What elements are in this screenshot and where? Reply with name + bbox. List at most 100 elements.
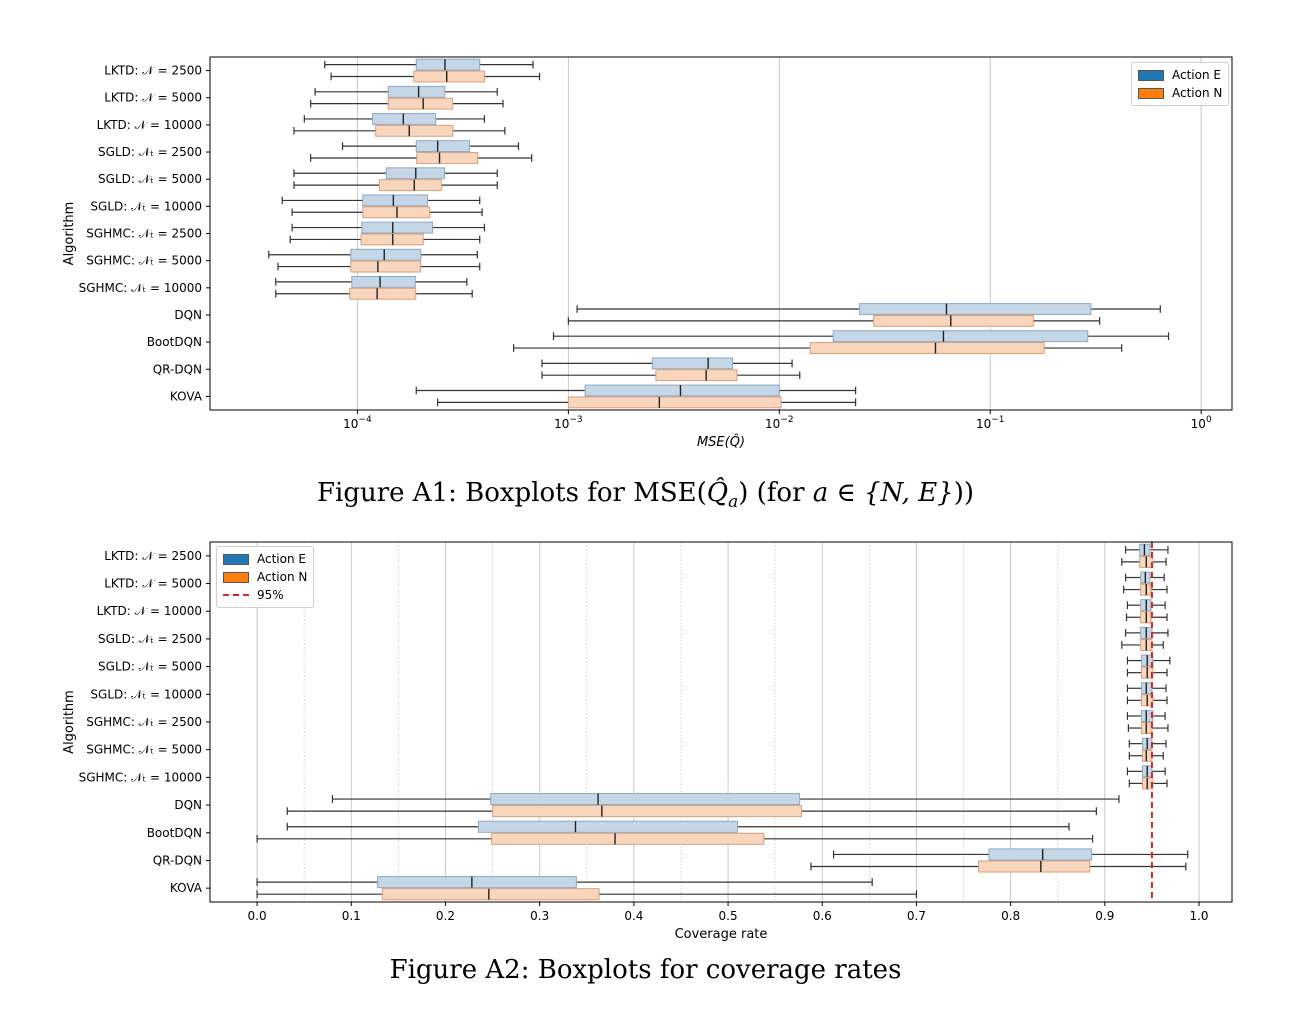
box-action-n	[567, 396, 782, 409]
x-axis-label: Coverage rate	[675, 927, 768, 942]
box-action-n	[416, 152, 479, 164]
box-action-e	[350, 248, 422, 261]
caption-a1-set: a ∈ {N, E}	[812, 478, 954, 508]
box-action-n	[387, 97, 454, 110]
box-action-e	[372, 113, 437, 125]
caption-a1-end: ))	[953, 478, 975, 508]
box-action-n	[873, 314, 1034, 327]
x-tick-label: 0.4	[624, 909, 643, 923]
y-tick-label: SGHMC: 𝒩ₜ = 5000	[86, 254, 202, 268]
caption-a1-math: Q̂	[706, 478, 729, 508]
caption-a1-sub: a	[728, 492, 739, 513]
x-tick-label: 100	[1191, 415, 1212, 431]
x-tick-label: 0.7	[907, 909, 926, 923]
plot-frame	[209, 541, 1233, 903]
box-action-e	[584, 384, 780, 397]
x-tick-label: 10−3	[554, 415, 583, 431]
figure-a1-caption: Figure A1: Boxplots for MSE(Q̂a) (for a …	[0, 478, 1291, 512]
x-tick-label: 0.0	[248, 909, 267, 923]
caption-a1-suffix: ) (for	[738, 478, 813, 508]
box-action-n	[362, 206, 431, 219]
legend2-item-action-n: Action N	[223, 568, 307, 586]
box-action-n	[350, 260, 421, 273]
y-tick-label: QR-DQN	[153, 362, 202, 376]
legend2-swatch-95	[223, 594, 249, 596]
y-tick-label: LKTD: 𝒩 = 5000	[104, 577, 202, 591]
y-tick-label: LKTD: 𝒩 = 2500	[104, 64, 202, 78]
box-action-e	[362, 194, 429, 207]
x-tick-base: 10	[976, 417, 991, 431]
box-action-n	[492, 805, 803, 818]
y-tick-label: SGHMC: 𝒩ₜ = 2500	[86, 715, 202, 729]
y-tick-label: LKTD: 𝒩 = 2500	[104, 549, 202, 563]
y-tick-label: SGHMC: 𝒩ₜ = 5000	[86, 743, 202, 757]
legend-swatch-action-n	[1138, 87, 1164, 99]
box-action-e	[651, 357, 734, 370]
y-tick-label: SGLD: 𝒩ₜ = 10000	[90, 687, 202, 701]
y-tick-label: SGLD: 𝒩ₜ = 10000	[90, 199, 202, 213]
legend-label-action-e: Action E	[1172, 68, 1221, 82]
y-axis-label: Algorithm	[62, 690, 77, 754]
box-action-e	[377, 876, 577, 889]
y-tick-label: DQN	[174, 308, 202, 322]
box-action-n	[809, 342, 1045, 354]
box-action-e	[477, 820, 738, 833]
x-tick-label: 0.9	[1095, 909, 1114, 923]
legend-swatch-action-e	[1138, 69, 1164, 81]
legend2-item-95: 95%	[223, 586, 307, 604]
y-tick-label: SGHMC: 𝒩ₜ = 10000	[79, 770, 202, 784]
box-action-e	[351, 275, 416, 288]
x-tick-exponent: −4	[358, 415, 372, 425]
box-action-e	[415, 58, 481, 71]
legend2-label-action-e: Action E	[257, 552, 306, 566]
x-tick-exponent: −2	[780, 415, 793, 425]
box-action-e	[988, 848, 1093, 861]
legend2-label-action-n: Action N	[257, 570, 308, 584]
x-tick-exponent: 0	[1206, 415, 1212, 425]
legend-label-action-n: Action N	[1172, 86, 1223, 100]
coverage-boxplot-chart: 0.0 0.1 0.2 0.3 0.4 0.5 0.6 0.7 0.8 0.9 1.0 LKTD: 𝒩…	[62, 541, 1233, 942]
box-action-n	[378, 179, 442, 192]
box-action-e	[859, 303, 1092, 315]
figure-a2: 0.0 0.1 0.2 0.3 0.4 0.5 0.6 0.7 0.8 0.9 1.0 LKTD: 𝒩…	[0, 530, 1291, 1012]
box-action-n	[1142, 749, 1153, 762]
x-tick-label: 10−2	[765, 415, 794, 431]
legend2-swatch-action-n	[223, 571, 249, 583]
y-tick-label: BootDQN	[147, 826, 202, 840]
box-action-e	[832, 330, 1089, 343]
coverage-legend: Action E Action N 95%	[216, 546, 315, 608]
x-tick-base: 10	[765, 417, 780, 431]
x-tick-label: 10−4	[343, 415, 372, 431]
figure-a2-caption: Figure A2: Boxplots for coverage rates	[389, 955, 902, 985]
x-tick-label: 0.6	[813, 909, 832, 923]
box-action-n	[349, 287, 417, 300]
box-action-e	[361, 221, 434, 234]
legend2-label-95: 95%	[257, 588, 284, 602]
y-tick-label: QR-DQN	[153, 853, 202, 867]
x-tick-base: 10	[343, 417, 358, 431]
mse-legend: Action E Action N	[1131, 62, 1230, 106]
x-tick-exponent: −1	[991, 415, 1004, 425]
y-tick-label: SGLD: 𝒩ₜ = 2500	[98, 632, 202, 646]
x-tick-label: 0.3	[530, 909, 549, 923]
box-action-e	[387, 85, 446, 98]
x-axis-label: MSE(Q̂)	[697, 435, 745, 450]
y-tick-label: SGLD: 𝒩ₜ = 5000	[98, 172, 202, 186]
x-tick-base: 10	[554, 417, 569, 431]
x-tick-label: 0.1	[342, 909, 361, 923]
y-tick-label: SGLD: 𝒩ₜ = 2500	[98, 145, 202, 159]
y-tick-label: LKTD: 𝒩 = 5000	[104, 91, 202, 105]
box-action-n	[655, 369, 738, 382]
legend-item-action-n: Action N	[1138, 84, 1222, 102]
y-axis-label: Algorithm	[62, 202, 77, 266]
legend-item-action-e: Action E	[1138, 66, 1222, 84]
x-tick-base: 10	[1191, 417, 1206, 431]
x-tick-label: 1.0	[1189, 909, 1208, 923]
box-action-e	[490, 793, 801, 806]
x-tick-exponent: −3	[569, 415, 582, 425]
box-action-n	[381, 888, 600, 901]
x-tick-label: 0.8	[1001, 909, 1020, 923]
y-tick-label: SGHMC: 𝒩ₜ = 2500	[86, 227, 202, 241]
plot-frame	[209, 56, 1233, 411]
